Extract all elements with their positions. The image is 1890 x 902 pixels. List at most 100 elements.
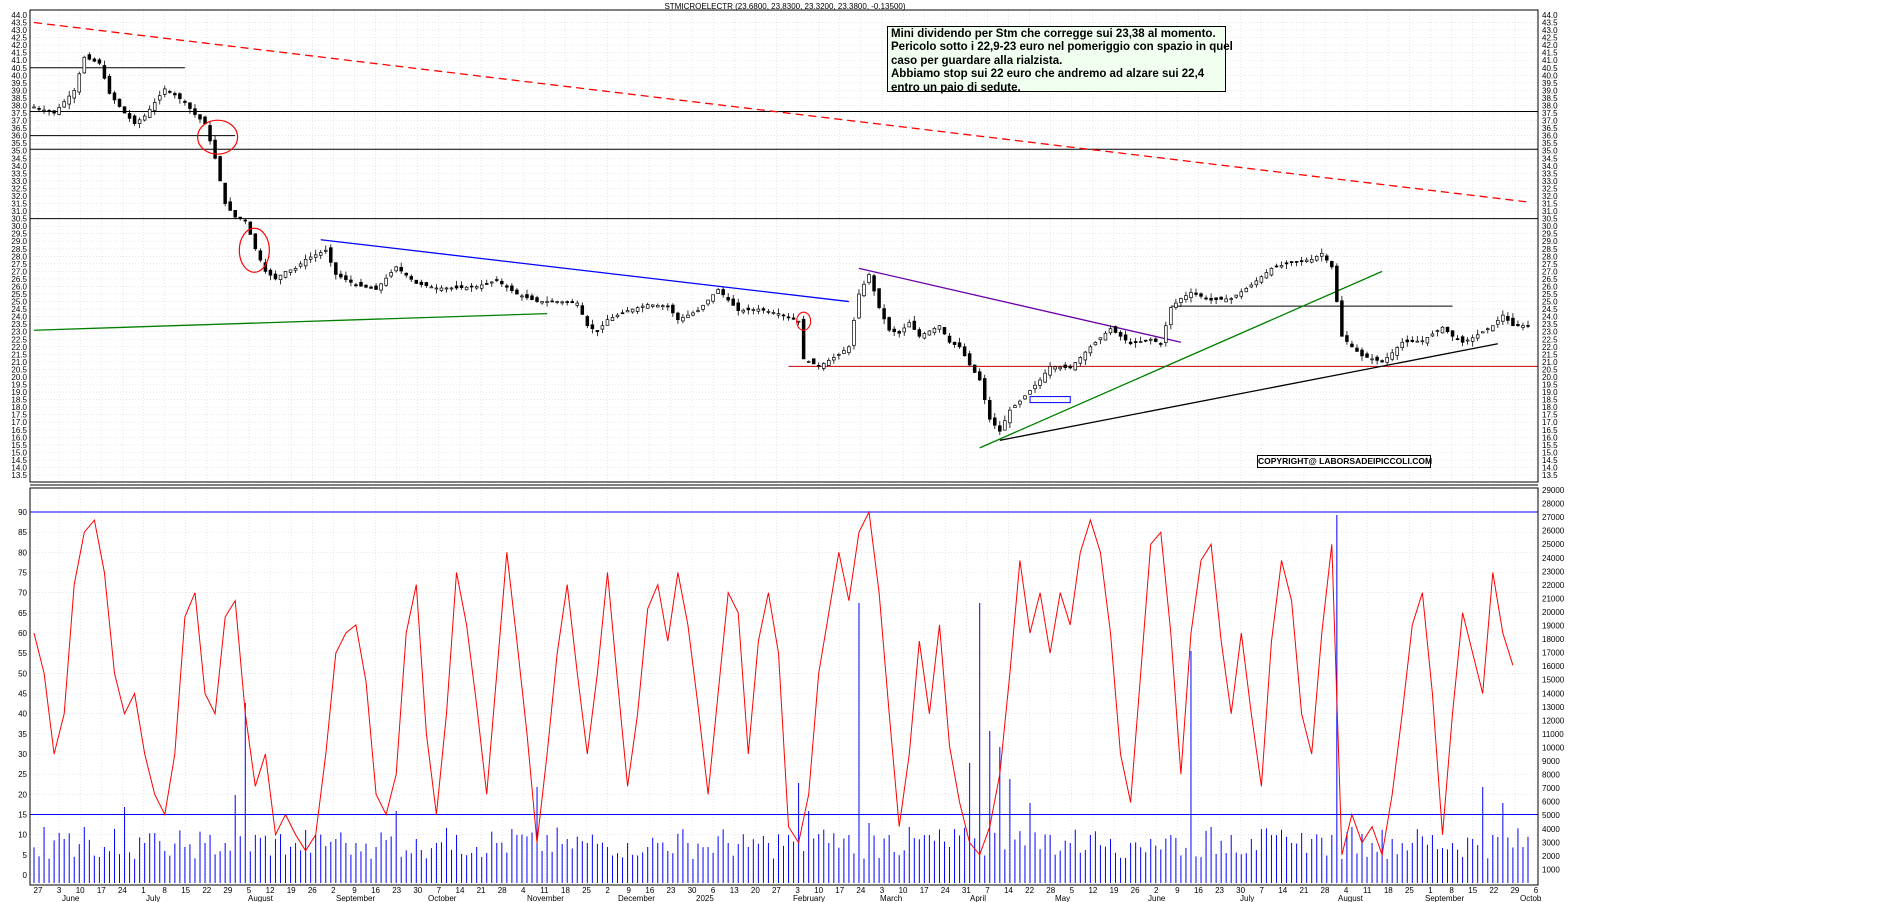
day-tick: 24 (856, 886, 865, 895)
price-tick-left: 14.0 (11, 463, 27, 472)
price-tick-left: 40.0 (11, 71, 27, 80)
month-label: Octob (1520, 894, 1542, 902)
candle-body (1028, 390, 1032, 395)
candle-body (686, 314, 690, 318)
price-tick-left: 17.5 (11, 411, 27, 420)
candle-body (1274, 265, 1279, 268)
price-tick-right: 36.5 (1542, 124, 1558, 133)
day-tick: 23 (1215, 886, 1224, 895)
candle-body (364, 284, 368, 288)
candle-body (1008, 409, 1012, 424)
price-tick-left: 22.5 (11, 335, 27, 344)
price-tick-right: 20.5 (1542, 365, 1558, 374)
candle-body (1365, 353, 1369, 358)
candle-body (912, 320, 917, 330)
candle-body (525, 294, 529, 299)
candle-body (1194, 292, 1198, 295)
price-tick-left: 25.5 (11, 290, 27, 299)
day-tick: 30 (688, 886, 697, 895)
candle-body (1154, 338, 1158, 342)
candle-body (766, 311, 771, 313)
candle-body (57, 107, 61, 115)
candle-body (550, 300, 554, 303)
day-tick: 6 (1534, 886, 1539, 895)
candle-body (610, 317, 615, 322)
volume-tick-right: 21000 (1542, 594, 1565, 603)
candle-body (1023, 395, 1027, 400)
candle-body (329, 247, 333, 263)
price-tick-right: 36.0 (1542, 132, 1558, 141)
price-tick-right: 19.0 (1542, 388, 1558, 397)
candle-body (474, 286, 479, 289)
candle-body (1224, 298, 1228, 303)
candle-body (1138, 341, 1143, 343)
volume-tick-right: 13000 (1542, 703, 1565, 712)
month-label: August (248, 894, 274, 902)
price-tick-right: 30.0 (1542, 222, 1558, 231)
candle-body (962, 346, 967, 357)
candle-body (1169, 307, 1173, 326)
candle-body (1083, 351, 1088, 361)
trend-line (320, 239, 849, 303)
candle-body (47, 110, 51, 112)
candle-body (117, 98, 122, 107)
candle-body (520, 295, 524, 298)
day-tick: 28 (1321, 886, 1330, 895)
candle-body (444, 287, 449, 290)
day-tick: 21 (477, 886, 486, 895)
candle-body (318, 252, 323, 256)
candle-body (228, 201, 232, 211)
price-tick-left: 28.5 (11, 245, 27, 254)
candle-body (942, 327, 947, 335)
candle-body (77, 73, 82, 93)
osc-tick-left: 80 (18, 548, 27, 557)
candle-body (877, 288, 881, 308)
candle-body (147, 108, 152, 118)
candle-body (1053, 366, 1057, 370)
candle-body (827, 360, 831, 366)
candle-body (510, 285, 514, 291)
analysis-line: Abbiamo stop sui 22 euro che andremo ad … (891, 68, 1205, 81)
volume-tick-right: 23000 (1542, 567, 1565, 576)
candle-body (585, 316, 590, 327)
price-tick-right: 28.5 (1542, 245, 1558, 254)
day-tick: 15 (181, 886, 190, 895)
day-tick: 29 (223, 886, 232, 895)
volume-tick-right: 26000 (1542, 527, 1565, 536)
candle-body (1294, 261, 1299, 263)
candle-body (112, 92, 117, 101)
candle-body (188, 102, 192, 109)
volume-tick-right: 5000 (1542, 811, 1560, 820)
day-tick: 7 (1259, 886, 1264, 895)
day-tick: 26 (308, 886, 317, 895)
volume-tick-right: 7000 (1542, 784, 1560, 793)
candle-body (771, 312, 776, 314)
price-tick-left: 40.5 (11, 64, 27, 73)
candle-body (459, 285, 464, 288)
candle-body (1229, 298, 1233, 300)
candle-body (1350, 343, 1354, 348)
candle-body (213, 139, 217, 159)
candle-body (258, 250, 263, 261)
price-tick-left: 29.5 (11, 230, 27, 239)
candle-body (947, 335, 952, 343)
price-tick-right: 42.0 (1542, 41, 1558, 50)
candle-body (1073, 362, 1078, 371)
candle-body (1249, 284, 1254, 288)
volume-tick-right: 2000 (1542, 852, 1560, 861)
candle-body (1078, 357, 1083, 364)
candle-body (1159, 343, 1163, 345)
candle-body (495, 279, 499, 281)
candle-body (1058, 366, 1062, 370)
candle-body (1103, 332, 1108, 341)
candle-body (1345, 335, 1349, 342)
price-tick-left: 20.0 (11, 373, 27, 382)
candle-body (1269, 268, 1274, 276)
candle-body (781, 314, 786, 317)
candle-body (384, 277, 388, 286)
day-tick: 27 (772, 886, 781, 895)
candle-body (822, 363, 826, 369)
candle-body (620, 312, 625, 315)
price-tick-right: 13.5 (1542, 471, 1558, 480)
